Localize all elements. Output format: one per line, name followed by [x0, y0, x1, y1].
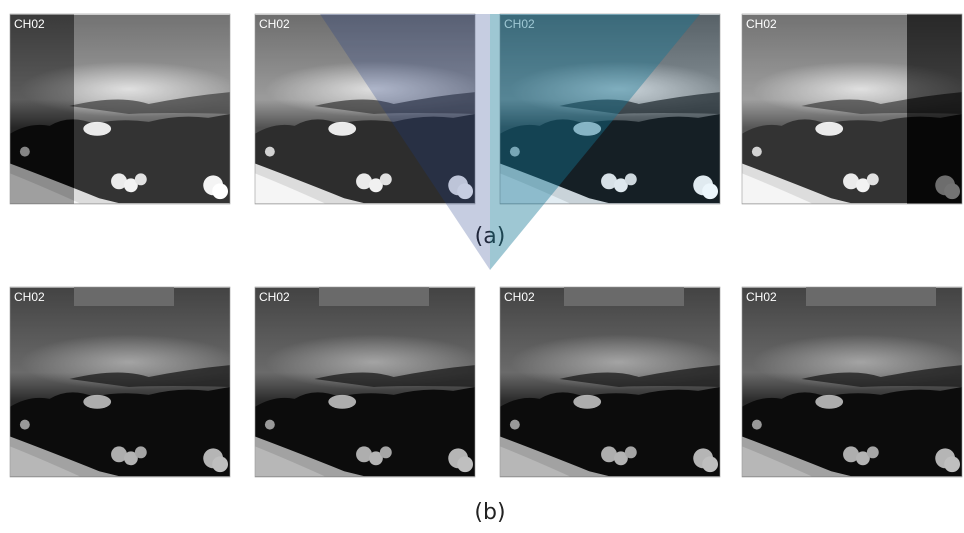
channel-label: CH02	[259, 290, 290, 304]
frame: CH02	[742, 14, 964, 204]
channel-label: CH02	[504, 290, 535, 304]
shade	[742, 287, 962, 477]
channel-label: CH02	[746, 290, 777, 304]
shade	[74, 14, 230, 204]
frame: CH02	[10, 14, 238, 204]
channel-label: CH02	[259, 17, 290, 31]
frame: CH02	[742, 287, 964, 477]
header-bar	[74, 287, 174, 306]
shade	[742, 14, 907, 204]
frame: CH02	[255, 287, 483, 477]
shade	[255, 287, 475, 477]
header-bar	[564, 287, 684, 306]
channel-label: CH02	[14, 17, 45, 31]
caption: (b)	[474, 500, 505, 525]
shade	[10, 14, 74, 204]
frame: CH02	[500, 287, 728, 477]
shade	[10, 287, 230, 477]
figure: CH02CH02CH02CH02(a)CH02CH02CH02CH02(b)	[0, 0, 964, 533]
channel-label: CH02	[746, 17, 777, 31]
channel-label: CH02	[14, 290, 45, 304]
header-bar	[806, 287, 936, 306]
header-bar	[319, 287, 429, 306]
frame: CH02	[10, 287, 238, 477]
shade	[907, 14, 962, 204]
shade	[500, 287, 720, 477]
